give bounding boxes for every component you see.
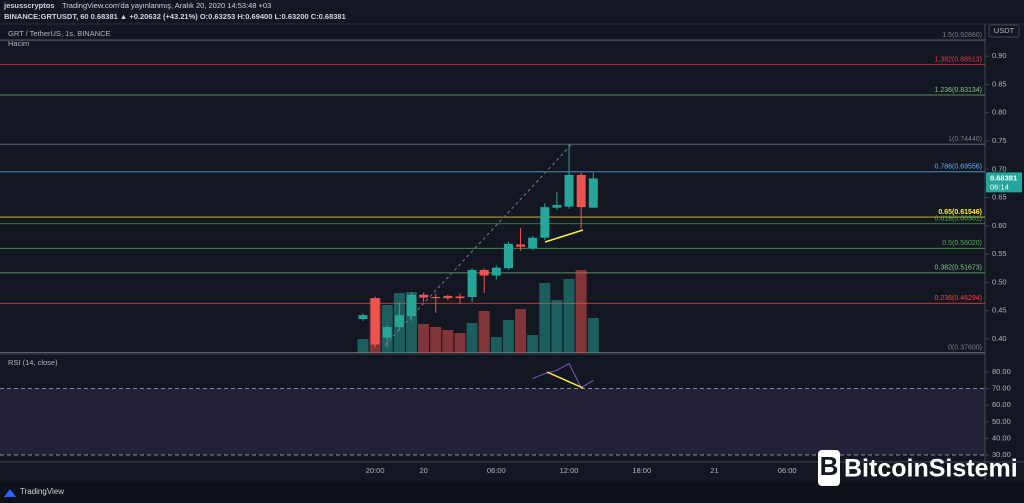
y-tick-label: 40.00 [992,433,1011,442]
watermark-icon [818,450,840,486]
candle-body [406,294,416,317]
rsi-line [532,362,594,389]
last-price-box [986,172,1022,193]
rsi-title: RSI (14, close) [8,358,58,367]
fib-label: 0.618(0.60361) [935,216,982,223]
candle-body [588,178,598,208]
fib-label: 1(0.74440) [948,136,982,143]
fib-label: 0.5(0.56020) [942,240,982,247]
fib-label: 0.65(0.61546) [938,209,982,216]
divergence-line [546,371,584,389]
candle-body [516,244,526,247]
volume-bar [405,292,417,353]
footer-bar [0,481,1024,503]
candle-body [419,294,429,298]
volume-bar [490,337,502,353]
candle-body [370,298,380,345]
x-tick-label: 21 [710,466,718,475]
unit-box[interactable] [988,24,1020,38]
candle-body [443,295,453,299]
x-tick-label: 12:00 [560,466,579,475]
symbol-line: BINANCE:GRTUSDT, 60 0.68381 ▲ +0.20632 (… [4,12,346,21]
fib-label: 1.382(0.88513) [935,56,982,63]
plot: 0.40 0.45 0.50 0.55 0.60 0.65 0.70 0.75 0.80 0.85… [0,32,1022,475]
volume-bar [502,320,514,353]
brand-logo [4,489,16,497]
brand[interactable]: TradingView [20,487,64,496]
y-tick-label: 0.70 [992,164,1007,173]
volume-bar [575,270,587,353]
fib-label: 0.382(0.51673) [935,265,982,272]
y-tick-label: 80.00 [992,367,1011,376]
candle-body [467,269,477,298]
countdown: 06:14 [990,182,1009,191]
candle-body [431,297,441,299]
volume-bar [454,333,466,353]
y-tick-label: 0.55 [992,249,1007,258]
y-tick-label: 30.00 [992,450,1011,459]
fib-label: 0.786(0.69556) [935,164,982,171]
last-price-label: 0.68381 [990,173,1017,182]
candle-body [491,267,501,276]
chart-title: GRT / TetherUS, 1s, BINANCE [8,29,111,38]
published: TradingView.com'da yayınlanmış, Aralık 2… [62,1,271,10]
watermark: BitcoinSistemi [844,455,1018,483]
x-tick-label: 06:00 [778,466,797,475]
fib-label: 0(0.37600) [948,344,982,351]
rsi-band [0,388,985,456]
x-tick-label: 06:00 [487,466,506,475]
volume-bar [430,327,442,353]
fib-label: 0.236(0.46294) [935,295,982,302]
candle-body [576,174,586,208]
x-tick-label: 18:00 [632,466,651,475]
y-tick-label: 50.00 [992,417,1011,426]
author: jesusscryptos [3,1,54,10]
volume-label: Hacim [8,39,29,48]
y-tick-label: 0.60 [992,221,1007,230]
y-tick-label: 0.75 [992,136,1007,145]
volume-bar [527,335,539,353]
volume-bar [466,323,478,353]
candle-body [540,207,550,238]
volume-bar [418,324,430,353]
y-tick-label: 0.65 [992,193,1007,202]
candle-body [358,315,368,320]
fib-label: 1.236(0.83134) [935,87,982,94]
watermark-icon-letter: B [820,451,839,481]
volume-bar [442,330,454,353]
volume-bar [551,300,563,353]
candle-body [528,237,538,249]
candle-body [564,174,574,207]
volume-bar [515,309,527,353]
y-tick-label: 0.90 [992,51,1007,60]
candle-body [552,204,562,208]
x-tick-label: 20 [419,466,427,475]
candle-body [479,269,489,276]
volume-bar [357,339,369,353]
y-tick-label: 60.00 [992,400,1011,409]
fib-label: 1.5(0.92860) [942,32,982,39]
unit-label: USDT [994,26,1015,35]
candle-body [394,315,404,327]
y-tick-label: 70.00 [992,384,1011,393]
volume-bar [563,279,575,353]
x-tick-label: 20:00 [366,466,385,475]
divergence-line [544,229,584,243]
volume-bar [539,283,551,353]
candle-body [382,326,392,338]
y-tick-label: 0.40 [992,334,1007,343]
candle-body [503,243,513,269]
y-tick-label: 0.80 [992,108,1007,117]
volume-bar [478,311,490,353]
volume-bar [587,318,599,353]
y-tick-label: 0.85 [992,79,1007,88]
y-tick-label: 0.45 [992,306,1007,315]
candle-body [455,296,465,299]
y-tick-label: 0.50 [992,277,1007,286]
